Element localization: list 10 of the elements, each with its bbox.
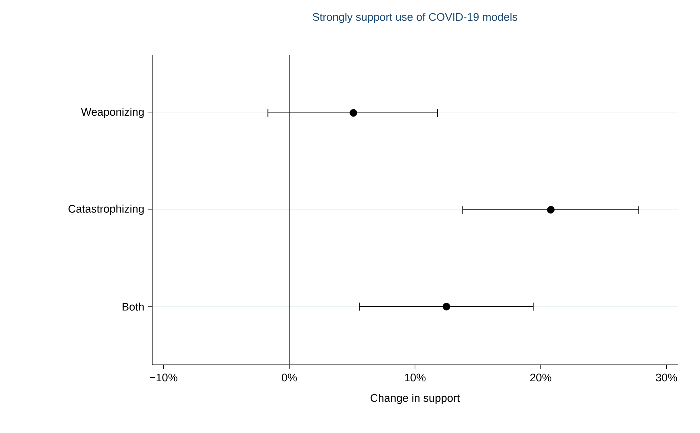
x-axis-title: Change in support	[370, 394, 460, 404]
x-tick-label: 10%	[405, 374, 426, 382]
y-tick-label: Weaponizing	[81, 108, 144, 118]
y-tick-label: Both	[122, 302, 144, 311]
x-tick-label: −10%	[150, 374, 178, 382]
chart-title: Strongly support use of COVID-19 models	[313, 13, 518, 24]
y-tick-label: Catastrophizing	[68, 204, 144, 216]
x-tick-label: 30%	[656, 374, 678, 382]
x-tick-label: 0%	[282, 374, 298, 382]
x-tick-label: 20%	[530, 374, 552, 382]
